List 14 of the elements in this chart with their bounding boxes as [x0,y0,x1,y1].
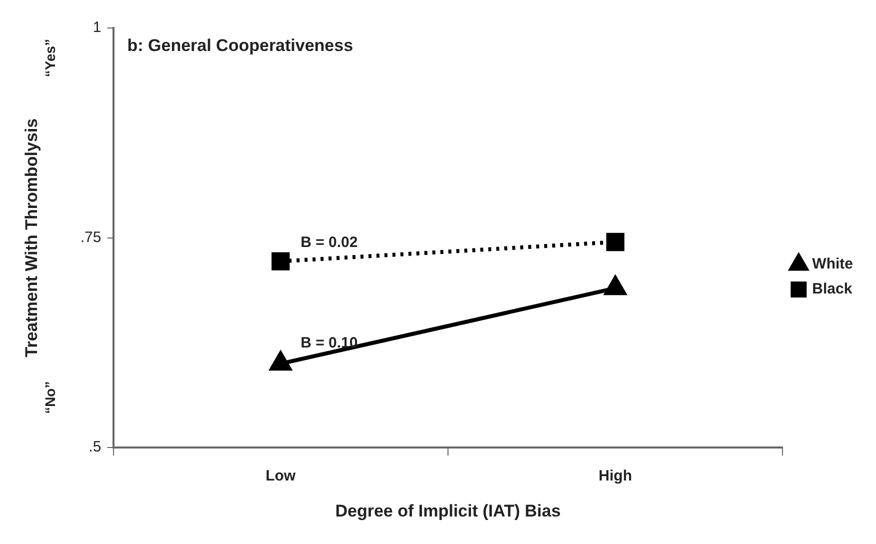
annotation: B = 0.10 [300,334,358,352]
x-tick-label: Low [266,468,296,485]
x-tick-label: High [598,468,632,485]
y-tick-label: .75 [80,228,102,246]
annotation: B = 0.02 [300,234,358,252]
text: “No” [42,381,58,414]
y-tick-label: .5 [88,438,102,456]
y-tick-label: 1 [92,19,102,36]
legend-label: White [812,256,854,273]
legend-label: Black [812,280,853,298]
text: b: General Cooperativeness [127,36,354,56]
x-axis-title: Degree of Implicit (IAT) Bias [335,501,561,520]
text: “Yes” [42,38,58,78]
y-axis-title: Treatment With Thrombolysis [22,118,41,358]
